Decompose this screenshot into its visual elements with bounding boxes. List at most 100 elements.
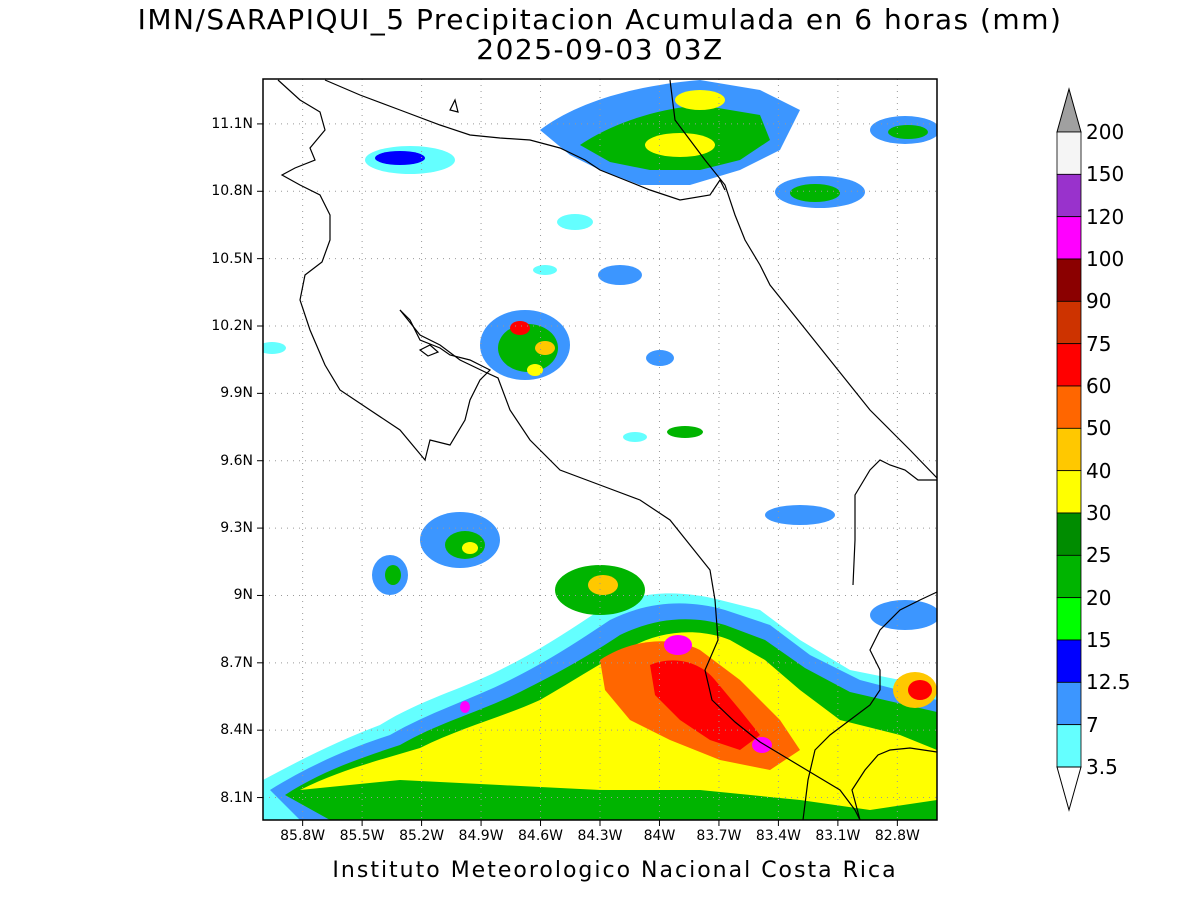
colorbar-label: 120 [1086,204,1125,229]
lon-tick-label: 83.1W [815,828,861,844]
lon-tick-label: 82.8W [874,828,920,844]
rain-area-northwest-inner [375,151,425,165]
lat-tick-label: 10.8N [211,183,253,200]
rain-area-small-4 [533,265,557,275]
colorbar-swatch [1056,427,1082,472]
rain-area-small-5 [557,214,593,230]
coastline-borders [277,79,937,820]
rain-area-north-band-core [645,133,715,157]
lon-tick-label: 85.2W [399,828,445,844]
colorbar-label: 90 [1086,289,1112,314]
colorbar-label: 100 [1086,247,1125,271]
colorbar-swatch [1056,216,1082,260]
rain-area-core-red [650,660,760,750]
colorbar-label: 75 [1086,331,1112,356]
colorbar-label: 60 [1086,374,1112,398]
rain-area-central-cluster-core-1 [510,321,530,335]
lat-tick-label: 8.7N [220,654,253,671]
rain-max-magenta-2 [752,737,772,753]
rain-area-north-band-top [675,90,725,110]
colorbar-label: 50 [1086,416,1112,441]
lon-tick-label: 84.6W [518,828,564,844]
rain-area-band-yellow [300,632,937,810]
border-panama [852,459,937,586]
rain-area-west-edge [263,342,286,354]
colorbar-swatch [1056,343,1082,387]
lat-tick-label: 10.5N [211,250,253,267]
colorbar-swatch [1056,470,1082,514]
rain-max-magenta-1 [664,635,692,655]
lon-tick-label: 83.4W [755,828,801,844]
lon-tick-label: 84.3W [577,828,623,844]
colorbar-label: 30 [1086,501,1112,525]
lat-tick-label: 9.3N [220,520,253,537]
lat-tick-label: 9N [233,587,253,604]
colorbar-swatch [1056,173,1082,218]
colorbar-swatch [1056,131,1082,175]
rain-area-northeast-2-inner [888,125,928,139]
island-2 [449,98,459,113]
rain-area-cell-d [765,505,835,525]
colorbar-label: 20 [1086,585,1112,610]
colorbar-bottom-arrow [1056,766,1082,812]
lon-tick-label: 84.9W [458,828,504,844]
rain-max-magenta-3 [460,701,470,713]
colorbar-swatch [1056,385,1082,429]
colorbar-swatch [1056,258,1082,302]
lat-tick-label: 9.9N [220,385,253,402]
colorbar-swatch [1056,597,1082,641]
rain-area-central-cluster-green [498,324,558,372]
lat-tick-label: 10.2N [211,318,253,334]
lat-tick-label: 9.6N [220,452,253,469]
colorbar-swatch [1056,512,1082,556]
map-subtitle-date: 2025-09-03 03Z [476,33,724,66]
coastline-burica [802,591,937,820]
coastline-osa [851,747,937,820]
footer-credit: Instituto Meteorologico Nacional Costa R… [332,858,898,883]
island-1 [418,344,440,357]
colorbar-label: 3.5 [1086,755,1118,779]
rain-area-small-3 [598,265,642,285]
colorbar-swatch [1056,681,1082,726]
rain-area-central-cluster-core-3 [527,364,543,376]
precipitation-field [263,80,937,820]
coastline-caribbean [669,79,937,479]
colorbar-label: 40 [1086,458,1112,483]
lat-tick-label: 11.1N [211,115,253,132]
colorbar [1056,87,1082,812]
colorbar-label: 25 [1086,543,1112,568]
lat-tick-label: 8.1N [220,789,253,806]
rain-area-cell-c-inner [588,575,618,595]
colorbar-label: 12.5 [1086,670,1131,695]
lon-tick-label: 84W [643,828,676,844]
rain-area-east-coast [870,600,937,630]
rain-area-cell-a-core [462,542,478,554]
coastline-pacific-north [277,79,492,462]
map-grid [263,79,937,820]
rain-area-central-cluster-core-2 [535,341,555,355]
map-title: IMN/SARAPIQUI_5 Precipitacion Acumulada … [137,3,1063,36]
colorbar-label: 200 [1086,120,1125,144]
rain-area-small-1 [667,426,703,438]
colorbar-swatch [1056,639,1082,683]
colorbar-label: 15 [1086,628,1112,652]
coastline-nicoya-gulf [399,309,861,820]
rain-area-east-red [908,680,932,700]
colorbar-swatch [1056,724,1082,768]
rain-area-small-2 [646,350,674,366]
border-nicaragua [324,79,726,201]
colorbar-swatch [1056,554,1082,599]
colorbar-top-arrow [1056,87,1082,133]
lat-tick-label: 8.4N [220,722,253,739]
lon-tick-label: 85.8W [280,828,326,844]
rain-area-cell-b-inner [385,565,401,585]
lon-tick-label: 83.7W [696,828,742,844]
colorbar-label: 150 [1086,162,1125,187]
lon-tick-label: 85.5W [339,828,385,844]
rain-area-northeast-1-inner [790,184,840,202]
rain-area-small-6 [623,432,647,442]
colorbar-swatch [1056,300,1082,345]
colorbar-label: 7 [1086,712,1099,737]
axis-ticks [257,123,898,826]
